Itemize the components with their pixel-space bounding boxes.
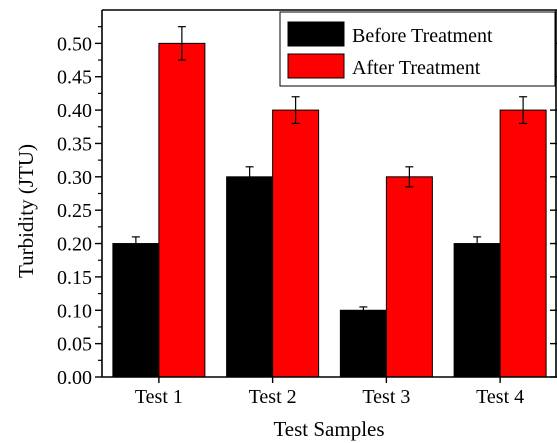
bar-before <box>339 309 387 378</box>
bar-before <box>226 176 274 378</box>
y-tick-label: 0.05 <box>57 334 92 356</box>
x-tick-label: Test 3 <box>362 386 410 408</box>
y-tick-label: 0.45 <box>57 67 92 89</box>
bar-after <box>158 42 206 378</box>
y-tick-label: 0.15 <box>57 267 92 289</box>
legend-swatch-before <box>287 21 345 47</box>
y-tick-label: 0.30 <box>57 167 92 189</box>
legend-swatch-after <box>287 53 345 79</box>
bar-before <box>453 243 501 378</box>
y-tick-label: 0.40 <box>57 100 92 122</box>
x-tick-label: Test 4 <box>476 386 524 408</box>
legend: Before Treatment After Treatment <box>279 11 556 87</box>
y-tick-label: 0.35 <box>57 133 92 155</box>
legend-label-before: Before Treatment <box>352 25 493 47</box>
legend-label-after: After Treatment <box>352 57 481 79</box>
y-tick-label: 0.20 <box>57 234 92 256</box>
y-tick-label: 0.00 <box>57 367 92 389</box>
x-tick-label: Test 2 <box>249 386 297 408</box>
bar-after <box>499 109 547 378</box>
x-axis-title: Test Samples <box>273 417 384 441</box>
bar-after <box>272 109 320 378</box>
plot-area <box>112 26 547 378</box>
y-axis-title: Turbidity (JTU) <box>14 144 38 278</box>
y-tick-label: 0.50 <box>57 33 92 55</box>
y-tick-label: 0.10 <box>57 300 92 322</box>
axes: 0.00 0.05 0.10 0.15 0.20 0.25 0.30 0.35 0.40 0.45… <box>57 9 557 408</box>
y-tick-label: 0.25 <box>57 200 92 222</box>
x-tick-label: Test 1 <box>135 386 183 408</box>
bar-after <box>385 176 433 378</box>
bar-before <box>112 243 160 378</box>
